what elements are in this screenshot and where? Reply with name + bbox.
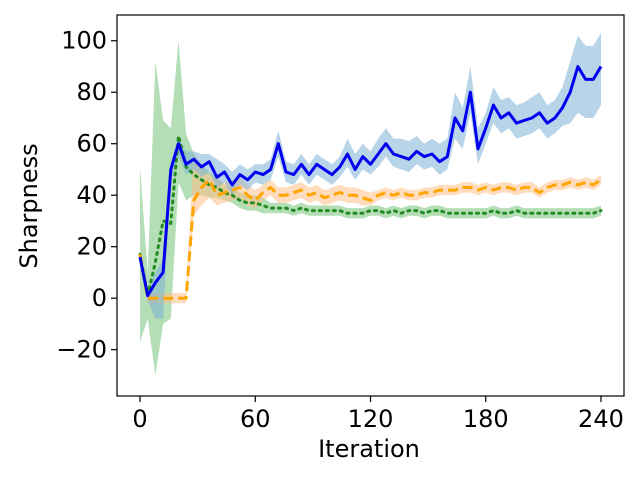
y-tick-label: 0	[92, 284, 107, 312]
y-tick-label: 20	[76, 233, 107, 261]
y-axis: −20 0 20 40 60 80 100	[56, 27, 117, 364]
y-axis-label: Sharpness	[15, 143, 43, 268]
series-line-orange-dashed	[138, 178, 602, 300]
y-tick-label: 40	[76, 181, 107, 209]
y-tick-label: 80	[76, 78, 107, 106]
x-axis-label: Iteration	[318, 435, 420, 463]
bands-layer	[140, 33, 601, 376]
band-blue-solid	[140, 33, 601, 319]
y-tick-label: 60	[76, 130, 107, 158]
band-green-dotted	[140, 40, 601, 376]
lines-layer	[138, 65, 603, 300]
band-orange-dashed	[140, 151, 601, 304]
x-tick-label: 60	[240, 405, 271, 433]
x-tick-label: 0	[132, 405, 147, 433]
series-line-green-dotted	[138, 134, 603, 298]
x-tick-label: 180	[463, 405, 509, 433]
y-tick-label: −20	[56, 336, 107, 364]
x-axis: 0 60 120 180 240	[132, 396, 624, 433]
x-tick-label: 240	[578, 405, 624, 433]
series-line-blue-solid	[138, 65, 603, 298]
x-tick-label: 120	[348, 405, 394, 433]
y-tick-label: 100	[61, 27, 107, 55]
